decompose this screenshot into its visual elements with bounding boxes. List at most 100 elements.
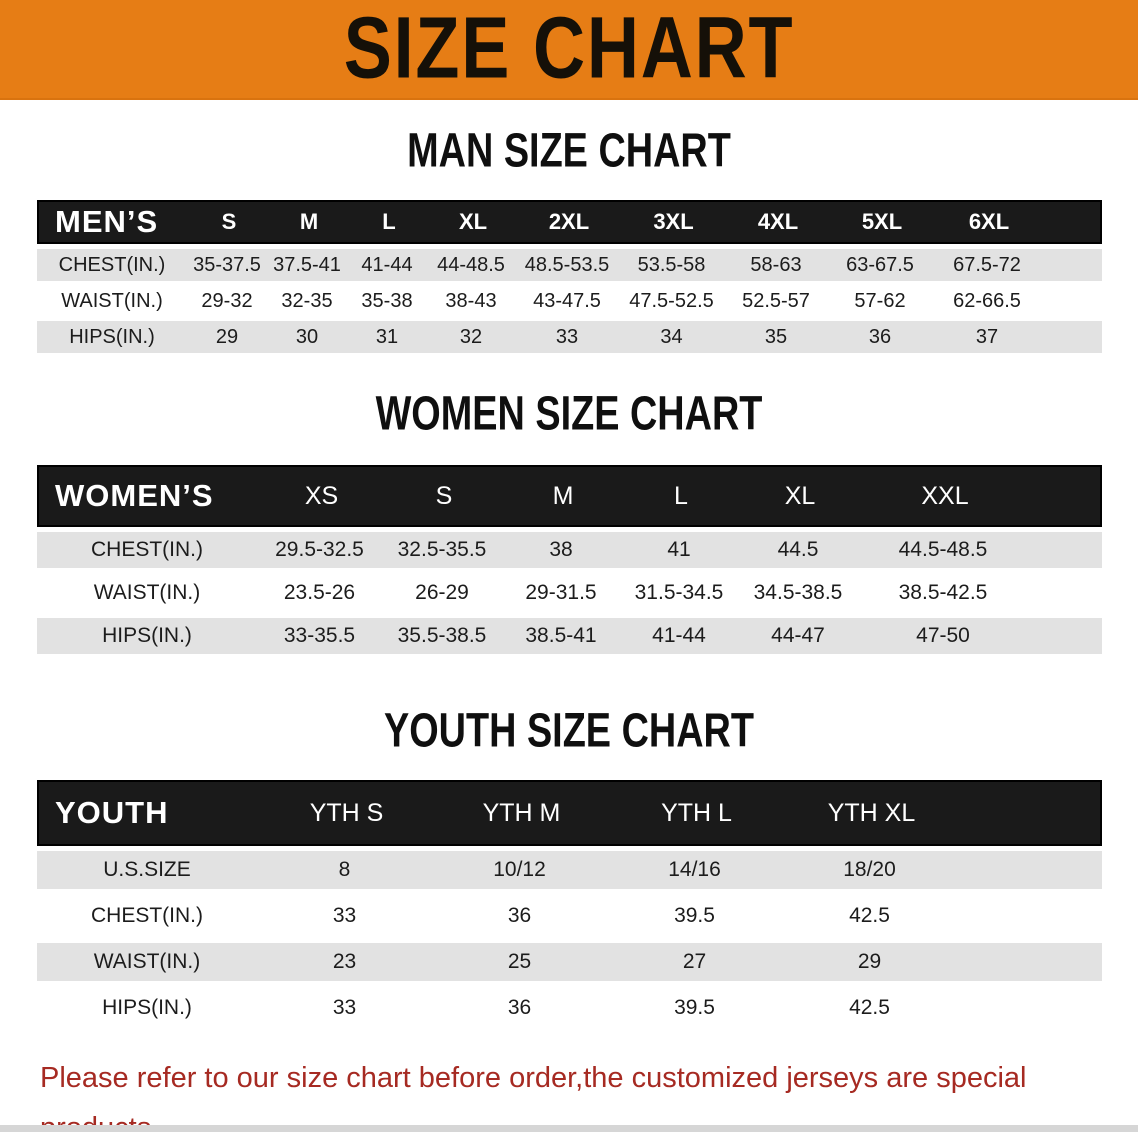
- measurement-value: 52.5-57: [742, 289, 810, 312]
- measurement-value: 42.5: [849, 996, 890, 1019]
- measurement-value: 37.5-41: [273, 253, 341, 276]
- size-chart-banner: SIZE CHART: [0, 0, 1138, 100]
- table-header-row: WOMEN’S XS S M L XL XXL: [37, 465, 1102, 527]
- measurement-value: 30: [295, 325, 319, 348]
- measurement-value: 29.5-32.5: [275, 538, 364, 561]
- disclaimer: Please refer to our size chart before or…: [40, 1053, 1108, 1132]
- measurement-value: 36: [507, 904, 532, 927]
- measurement-value: 58-63: [750, 253, 802, 276]
- row-label: CHEST(IN.): [91, 904, 203, 927]
- row-label: CHEST(IN.): [91, 538, 203, 561]
- size-column-header: YTH L: [661, 798, 732, 827]
- measurement-value: 38: [549, 538, 573, 561]
- size-column-header: YTH S: [309, 798, 384, 827]
- measurement-value: 29: [215, 325, 239, 348]
- measurement-value: 34: [660, 325, 683, 348]
- table-row: HIPS(IN.) 29 30 31 32 33 34 35 36 37: [37, 321, 1102, 353]
- measurement-value: 23: [332, 950, 357, 973]
- size-column-header: YTH M: [482, 798, 561, 827]
- row-label: HIPS(IN.): [102, 996, 192, 1019]
- measurement-value: 44-48.5: [437, 253, 505, 276]
- measurement-value: 35-38: [361, 289, 413, 312]
- measurement-value: 44-47: [771, 624, 825, 647]
- table-header-label: WOMEN’S: [55, 478, 214, 513]
- row-label: HIPS(IN.): [102, 624, 192, 647]
- table-row: CHEST(IN.) 33 36 39.5 42.5: [37, 897, 1102, 935]
- men-section-heading: MAN SIZE CHART: [407, 123, 731, 178]
- measurement-value: 47-50: [916, 624, 970, 647]
- measurement-value: 34.5-38.5: [753, 581, 843, 604]
- measurement-value: 53.5-58: [637, 253, 706, 276]
- measurement-value: 14/16: [668, 858, 721, 881]
- row-label: WAIST(IN.): [93, 581, 201, 604]
- size-column-header: S: [435, 481, 453, 510]
- size-column-header: XXL: [921, 481, 969, 510]
- measurement-value: 29-32: [201, 289, 253, 312]
- row-label: HIPS(IN.): [69, 325, 155, 348]
- youth-section-heading: YOUTH SIZE CHART: [383, 703, 754, 758]
- women-section: WOMEN SIZE CHART WOMEN’S XS S M L XL XXL CHEST(…: [0, 386, 1138, 654]
- measurement-value: 33-35.5: [283, 624, 356, 647]
- measurement-value: 35-37.5: [193, 253, 261, 276]
- table-row: HIPS(IN.) 33 36 39.5 42.5: [37, 989, 1102, 1027]
- measurement-value: 47.5-52.5: [629, 289, 714, 312]
- women-section-heading: WOMEN SIZE CHART: [375, 386, 763, 441]
- measurement-value: 33: [555, 325, 579, 348]
- measurement-value: 44.5: [777, 538, 819, 561]
- measurement-value: 44.5-48.5: [898, 538, 988, 561]
- size-column-header: 3XL: [653, 209, 694, 234]
- measurement-value: 62-66.5: [953, 289, 1021, 312]
- measurement-value: 32.5-35.5: [397, 538, 487, 561]
- measurement-value: 32: [459, 325, 483, 348]
- row-label: U.S.SIZE: [103, 858, 191, 881]
- table-header-label: MEN’S: [55, 204, 159, 239]
- measurement-value: 33: [332, 996, 357, 1019]
- disclaimer-line-1: Please refer to our size chart before or…: [40, 1062, 1027, 1132]
- measurement-value: 33: [332, 904, 357, 927]
- measurement-value: 25: [507, 950, 532, 973]
- measurement-value: 36: [507, 996, 532, 1019]
- measurement-value: 35: [764, 325, 788, 348]
- measurement-value: 26-29: [415, 581, 469, 604]
- table-row: HIPS(IN.) 33-35.5 35.5-38.5 38.5-41 41-44 44-…: [37, 618, 1102, 654]
- size-column-header: XL: [784, 481, 816, 510]
- measurement-value: 8: [338, 858, 351, 881]
- measurement-value: 41-44: [361, 253, 413, 276]
- table-row: U.S.SIZE 8 10/12 14/16 18/20: [37, 851, 1102, 889]
- measurement-value: 32-35: [281, 289, 333, 312]
- measurement-value: 38-43: [445, 289, 497, 312]
- measurement-value: 18/20: [843, 858, 896, 881]
- measurement-value: 35.5-38.5: [397, 624, 487, 647]
- size-column-header: M: [552, 481, 574, 510]
- measurement-value: 43-47.5: [533, 289, 601, 312]
- youth-section: YOUTH SIZE CHART YOUTH YTH S YTH M YTH L YTH…: [0, 703, 1138, 1027]
- measurement-value: 10/12: [493, 858, 546, 881]
- size-column-header: M: [299, 209, 319, 234]
- row-label: WAIST(IN.): [61, 289, 163, 312]
- table-header-row: YOUTH YTH S YTH M YTH L YTH XL: [37, 780, 1102, 846]
- size-column-header: L: [382, 209, 396, 234]
- measurement-value: 29: [857, 950, 882, 973]
- table-row: CHEST(IN.) 29.5-32.5 32.5-35.5 38 41 44.5 44.5…: [37, 532, 1102, 568]
- women-size-table: WOMEN’S XS S M L XL XXL CHEST(IN.) 29.5-32.5 32.5…: [37, 465, 1102, 654]
- table-row: CHEST(IN.) 35-37.5 37.5-41 41-44 44-48.5 48.5…: [37, 249, 1102, 281]
- measurement-value: 27: [682, 950, 707, 973]
- men-section: MAN SIZE CHART MEN’S S M L XL 2XL 3XL 4XL 5XL 6XL…: [0, 123, 1138, 353]
- measurement-value: 23.5-26: [283, 581, 356, 604]
- table-header-row: MEN’S S M L XL 2XL 3XL 4XL 5XL 6XL: [37, 200, 1102, 244]
- measurement-value: 41-44: [652, 624, 706, 647]
- table-row: WAIST(IN.) 23.5-26 26-29 29-31.5 31.5-34.5 34…: [37, 575, 1102, 611]
- table-header-label: YOUTH: [55, 795, 169, 830]
- measurement-value: 37: [975, 325, 999, 348]
- size-column-header: S: [221, 209, 237, 234]
- measurement-value: 39.5: [674, 996, 715, 1019]
- size-column-header: YTH XL: [827, 798, 916, 827]
- measurement-value: 29-31.5: [525, 581, 597, 604]
- size-column-header: 4XL: [757, 209, 799, 234]
- size-column-header: 2XL: [548, 209, 590, 234]
- table-row: WAIST(IN.) 23 25 27 29: [37, 943, 1102, 981]
- measurement-value: 63-67.5: [846, 253, 914, 276]
- measurement-value: 67.5-72: [953, 253, 1021, 276]
- size-column-header: XL: [458, 209, 488, 234]
- measurement-value: 48.5-53.5: [524, 253, 610, 276]
